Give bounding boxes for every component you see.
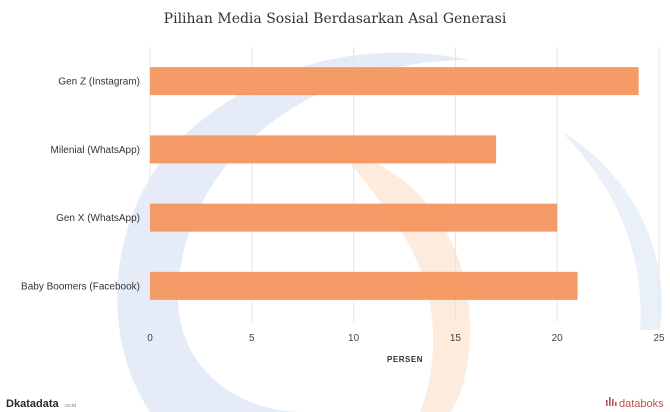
databoks-icon xyxy=(606,397,617,406)
x-tick-label: 15 xyxy=(450,333,462,344)
databoks-logo: databoks xyxy=(606,397,664,410)
x-tick-label: 5 xyxy=(249,333,255,344)
watermark-blue-arc-small xyxy=(560,130,662,330)
katadata-logo: D katadata .co.id xyxy=(6,398,76,410)
category-label: Milenial (WhatsApp) xyxy=(51,145,140,156)
watermark-orange-arc xyxy=(340,150,470,412)
category-label: Gen Z (Instagram) xyxy=(58,77,140,88)
category-label: Baby Boomers (Facebook) xyxy=(21,281,140,292)
x-tick-labels: 0 5 10 15 20 25 xyxy=(147,333,665,344)
x-tick-label: 10 xyxy=(348,333,360,344)
chart-title: Pilihan Media Sosial Berdasarkan Asal Ge… xyxy=(164,11,507,27)
x-axis-title: PERSEN xyxy=(387,355,423,364)
databoks-name: databoks xyxy=(619,398,664,410)
katadata-mark: D xyxy=(6,398,14,410)
x-tick-label: 0 xyxy=(147,333,153,344)
bar[interactable] xyxy=(150,203,558,232)
bar[interactable] xyxy=(150,271,578,300)
x-tick-label: 25 xyxy=(653,333,665,344)
bar[interactable] xyxy=(150,67,639,96)
bar[interactable] xyxy=(150,135,497,164)
katadata-name: katadata xyxy=(14,398,60,410)
x-tick-label: 20 xyxy=(552,333,564,344)
katadata-suffix: .co.id xyxy=(64,403,76,409)
bars xyxy=(150,67,639,300)
category-label: Gen X (WhatsApp) xyxy=(56,213,140,224)
category-labels: Gen Z (Instagram) Milenial (WhatsApp) Gen … xyxy=(21,77,140,293)
